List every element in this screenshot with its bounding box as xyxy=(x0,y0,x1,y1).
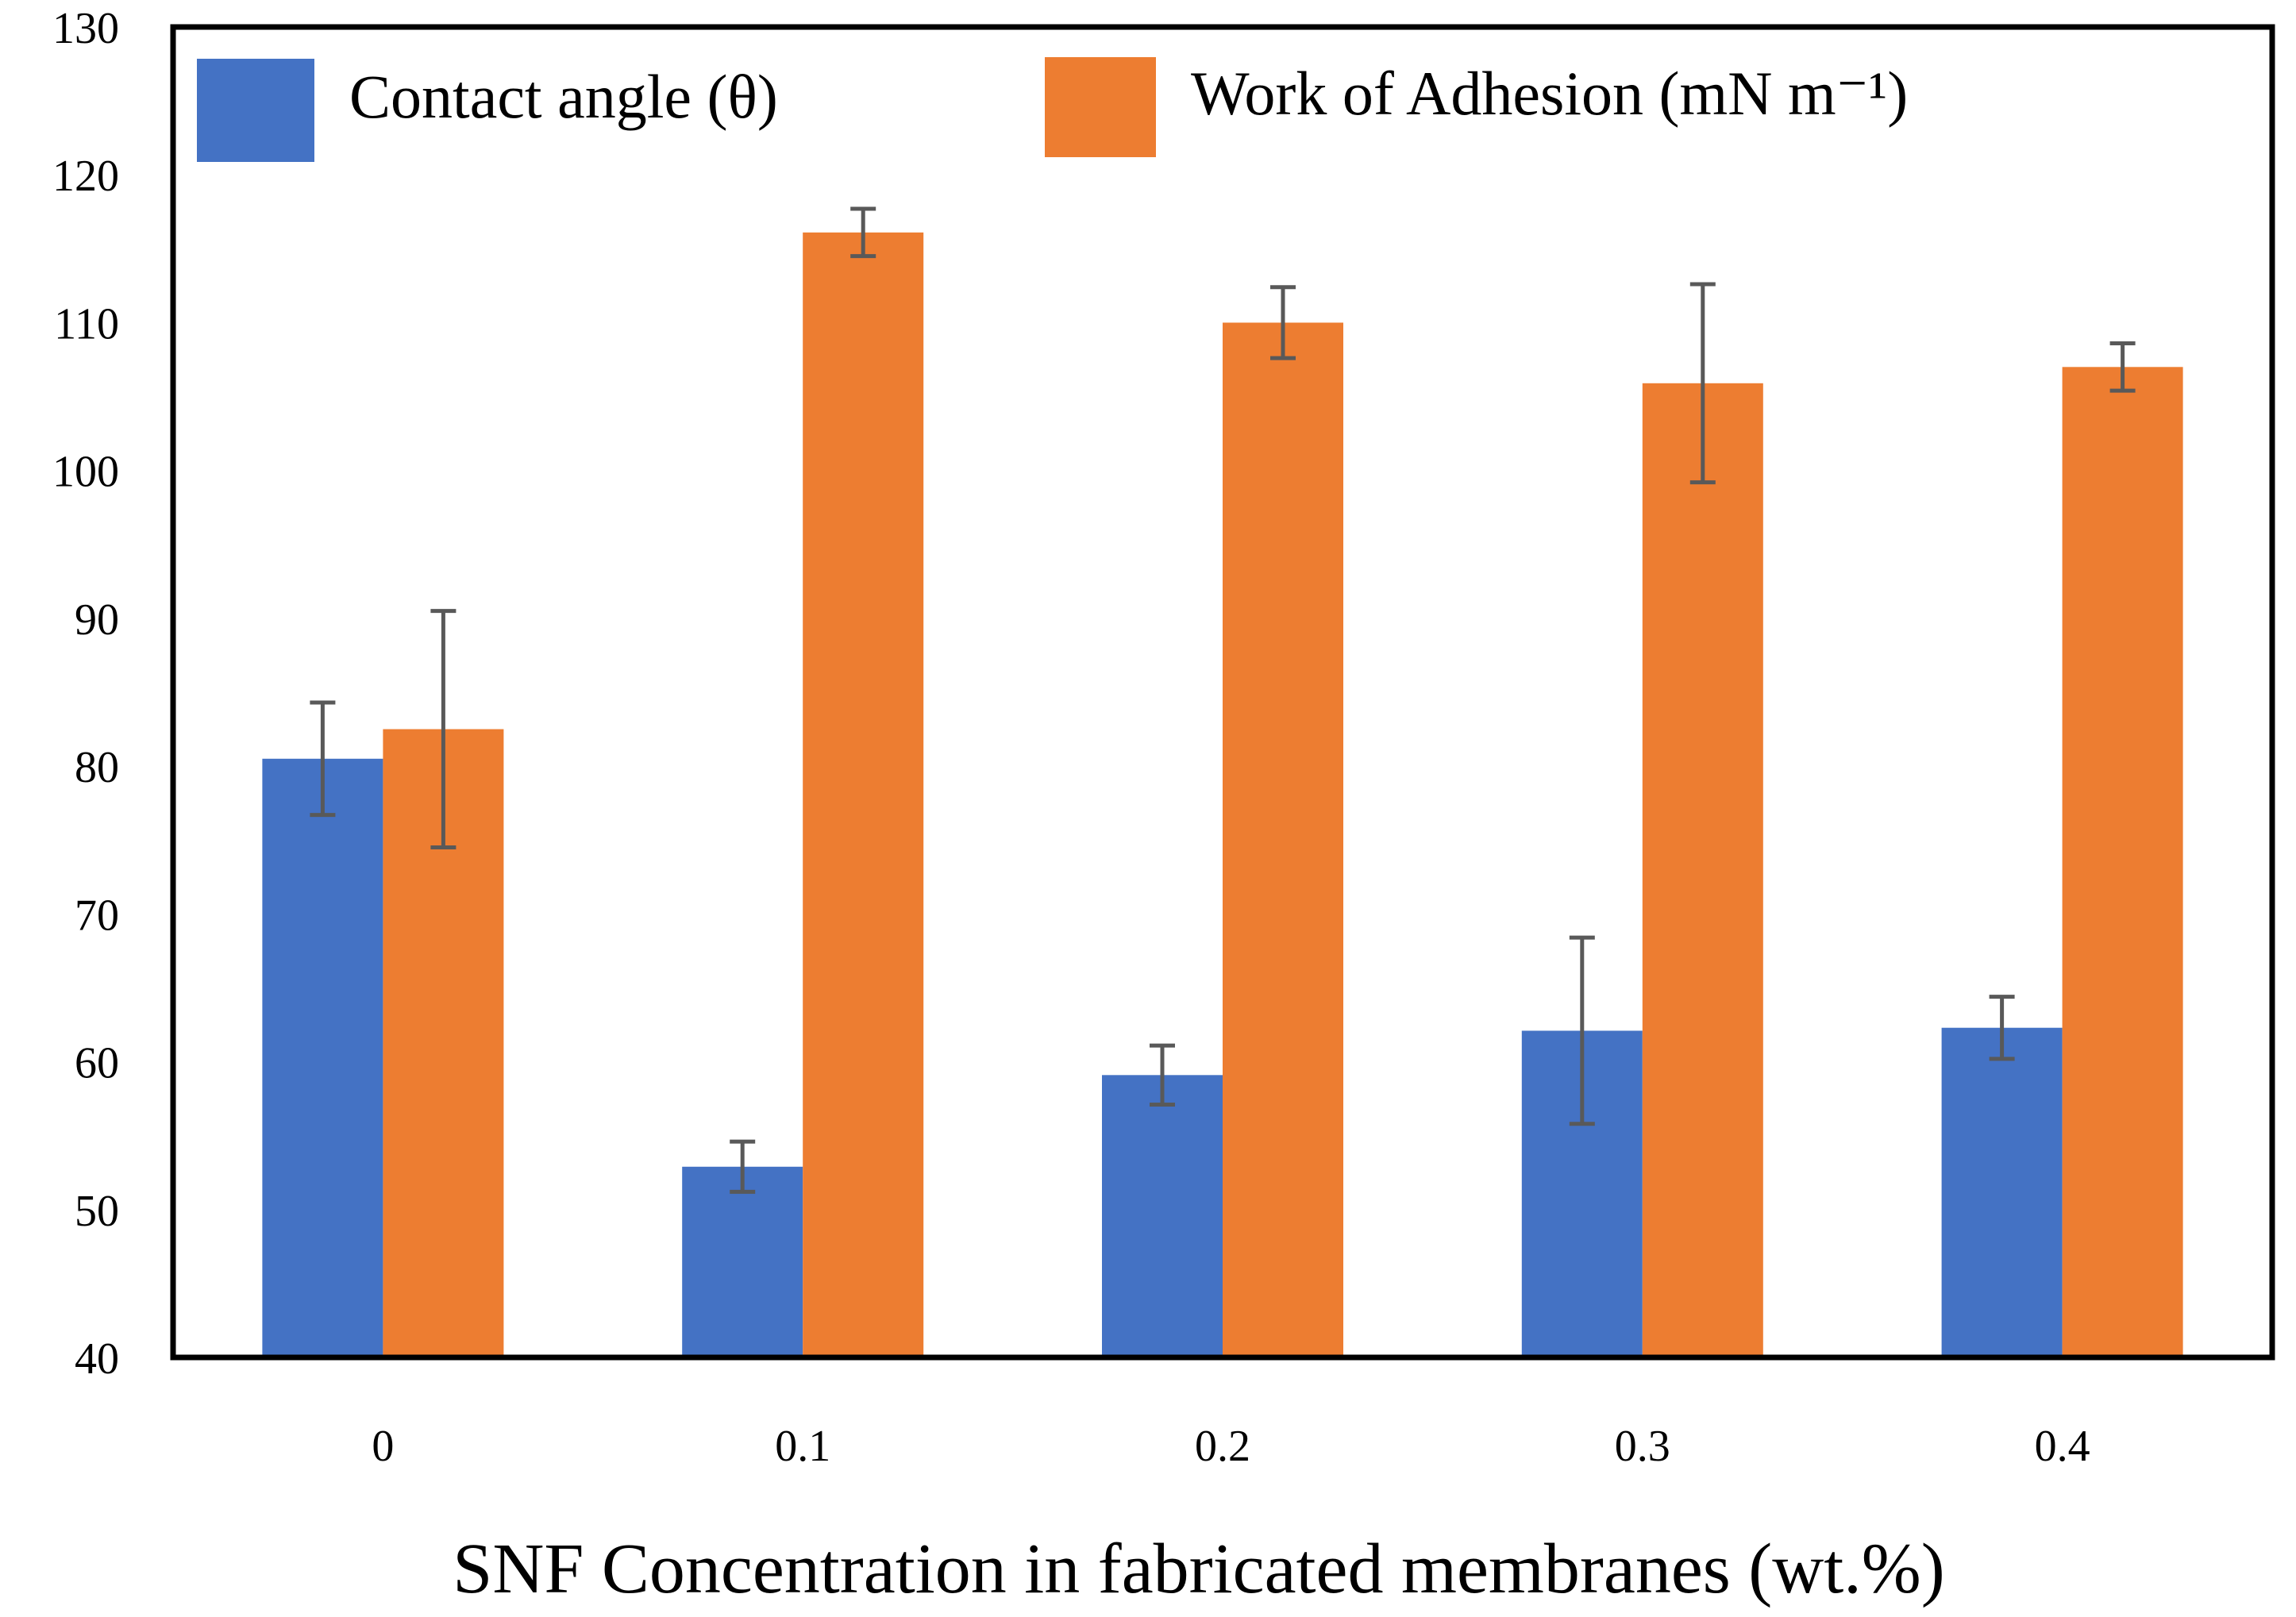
x-axis-ticks: 0 0.1 0.2 0.3 0.4 xyxy=(372,1422,2090,1471)
error-bar-work-of-0 xyxy=(430,609,457,850)
bar-work-of-1 xyxy=(803,232,924,1357)
bar-contact-angle-2 xyxy=(1102,1075,1223,1357)
bar-contact-angle-1 xyxy=(682,1166,803,1357)
legend-label-work-of-adhesion: Work of Adhesion (mN m⁻¹) xyxy=(1191,59,1908,128)
bar-work-of-3 xyxy=(1642,383,1763,1358)
plot-frame xyxy=(170,24,2275,1361)
y-tick-label-70: 70 xyxy=(75,891,119,940)
bar-contact-angle-0 xyxy=(262,758,383,1357)
y-tick-label-90: 90 xyxy=(75,595,119,645)
error-bar-work-of-3 xyxy=(1689,282,1716,485)
y-tick-label-100: 100 xyxy=(52,448,119,497)
y-tick-label-50: 50 xyxy=(75,1187,119,1236)
error-bar-contact-angle-4 xyxy=(1989,995,2015,1061)
legend-label-contact-angle: Contact angle (θ) xyxy=(349,62,778,131)
bar-contact-angle-4 xyxy=(1941,1027,2063,1357)
error-bar-work-of-1 xyxy=(850,206,876,259)
error-bar-contact-angle-0 xyxy=(310,700,336,818)
y-tick-label-80: 80 xyxy=(75,743,119,792)
error-bars-layer xyxy=(310,206,2136,1194)
y-tick-label-110: 110 xyxy=(54,299,119,348)
error-bar-contact-angle-3 xyxy=(1569,935,1595,1126)
x-tick-label-0-4: 0.4 xyxy=(2035,1422,2090,1471)
bar-work-of-4 xyxy=(2062,367,2183,1358)
legend-swatch-work-of-adhesion xyxy=(1045,57,1156,157)
x-tick-label-0-2: 0.2 xyxy=(1195,1422,1250,1471)
error-bar-contact-angle-1 xyxy=(730,1139,756,1194)
y-tick-label-120: 120 xyxy=(52,152,119,201)
x-axis-title: SNF Concentration in fabricated membrane… xyxy=(453,1530,1944,1608)
x-tick-label-0: 0 xyxy=(372,1422,394,1471)
bars-layer xyxy=(262,232,2183,1358)
legend: Contact angle (θ) Work of Adhesion (mN m… xyxy=(197,57,1908,162)
y-tick-label-130: 130 xyxy=(52,4,119,53)
y-tick-label-40: 40 xyxy=(75,1334,119,1384)
legend-swatch-contact-angle xyxy=(197,59,314,162)
error-bar-work-of-4 xyxy=(2109,341,2136,393)
error-bar-contact-angle-2 xyxy=(1150,1043,1175,1107)
x-tick-label-0-3: 0.3 xyxy=(1615,1422,1670,1471)
bar-work-of-2 xyxy=(1223,322,1343,1357)
y-tick-label-60: 60 xyxy=(75,1039,119,1088)
x-tick-label-0-1: 0.1 xyxy=(775,1422,830,1471)
y-axis-ticks: 40 50 60 70 80 90 100 110 120 130 xyxy=(52,4,119,1384)
error-bar-work-of-2 xyxy=(1270,285,1296,360)
